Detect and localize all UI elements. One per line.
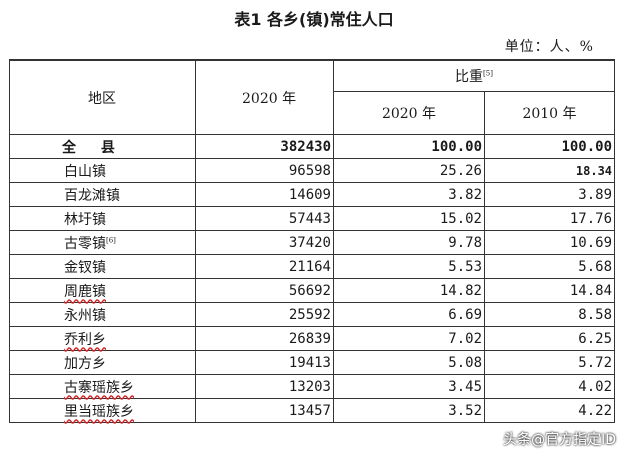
row-share2020: 15.02 bbox=[333, 206, 485, 231]
header-pop2020: 2020 年 bbox=[195, 59, 334, 135]
row-region: 古寨瑶族乡 bbox=[64, 379, 134, 396]
row-share2020: 3.82 bbox=[333, 182, 485, 207]
table-row: 周鹿镇 56692 14.82 14.84 bbox=[9, 278, 616, 303]
row-pop: 382430 bbox=[195, 134, 334, 159]
row-share2010: 8.58 bbox=[483, 302, 616, 327]
row-share2010: 6.25 bbox=[483, 326, 616, 351]
watermark: 头条@官方指定ID bbox=[503, 432, 616, 448]
row-region: 永州镇 bbox=[9, 302, 196, 327]
row-share2020: 6.69 bbox=[333, 302, 485, 327]
header-share: 比重[5] bbox=[332, 59, 616, 92]
row-share2010: 5.72 bbox=[483, 350, 616, 375]
row-note: [6] bbox=[106, 235, 116, 244]
table-row: 古零镇[6] 37420 9.78 10.69 bbox=[9, 230, 616, 255]
row-pop: 37420 bbox=[195, 230, 334, 255]
row-pop: 13457 bbox=[195, 398, 334, 423]
table-row: 全 县 382430 100.00 100.00 bbox=[9, 134, 616, 159]
row-region-cell: 古零镇[6] bbox=[9, 230, 196, 255]
row-region: 白山镇 bbox=[9, 158, 196, 183]
row-region: 加方乡 bbox=[9, 350, 196, 375]
row-pop: 13203 bbox=[195, 374, 334, 399]
header-share2010: 2010 年 bbox=[483, 91, 616, 135]
row-share2020: 5.53 bbox=[333, 254, 485, 279]
row-region: 全 县 bbox=[9, 134, 196, 159]
table-row: 金钗镇 21164 5.53 5.68 bbox=[9, 254, 616, 279]
row-share2010: 10.69 bbox=[483, 230, 616, 255]
row-pop: 57443 bbox=[195, 206, 334, 231]
row-region: 周鹿镇 bbox=[64, 283, 106, 300]
row-share2010: 5.68 bbox=[483, 254, 616, 279]
table-row: 加方乡 19413 5.08 5.72 bbox=[9, 350, 616, 375]
row-region-cell: 周鹿镇 bbox=[9, 278, 196, 303]
row-pop: 19413 bbox=[195, 350, 334, 375]
row-region: 古零镇 bbox=[64, 235, 106, 252]
row-pop: 21164 bbox=[195, 254, 334, 279]
row-pop: 96598 bbox=[195, 158, 334, 183]
row-region: 金钗镇 bbox=[9, 254, 196, 279]
unit-label: 单位：人、% bbox=[504, 39, 594, 55]
row-share2010: 17.76 bbox=[483, 206, 616, 231]
row-share2010: 4.02 bbox=[483, 374, 616, 399]
row-share2020: 5.08 bbox=[333, 350, 485, 375]
row-region-cell: 乔利乡 bbox=[9, 326, 196, 351]
header-share-note: [5] bbox=[483, 69, 493, 78]
header-share2020: 2020 年 bbox=[333, 91, 485, 135]
row-region-cell: 里当瑶族乡 bbox=[9, 398, 196, 423]
row-share2010: 100.00 bbox=[483, 134, 616, 159]
row-share2020: 25.26 bbox=[333, 158, 485, 183]
row-pop: 25592 bbox=[195, 302, 334, 327]
row-region: 里当瑶族乡 bbox=[64, 403, 134, 420]
population-table: 地区 2020 年 比重[5] 2020 年 2010 年 全 县 382430… bbox=[9, 59, 616, 423]
row-share2010: 14.84 bbox=[483, 278, 616, 303]
table-row: 永州镇 25592 6.69 8.58 bbox=[9, 302, 616, 327]
row-share2010: 4.22 bbox=[483, 398, 616, 423]
row-pop: 14609 bbox=[195, 182, 334, 207]
table-row: 白山镇 96598 25.26 18.34 bbox=[9, 158, 616, 183]
row-pop: 56692 bbox=[195, 278, 334, 303]
table-row: 里当瑶族乡 13457 3.52 4.22 bbox=[9, 398, 616, 423]
header-share-label: 比重 bbox=[455, 69, 484, 85]
table-row: 古寨瑶族乡 13203 3.45 4.02 bbox=[9, 374, 616, 399]
row-share2010: 18.34 bbox=[483, 158, 616, 183]
row-share2020: 14.82 bbox=[333, 278, 485, 303]
row-share2020: 3.45 bbox=[333, 374, 485, 399]
row-share2020: 9.78 bbox=[333, 230, 485, 255]
table-row: 林圩镇 57443 15.02 17.76 bbox=[9, 206, 616, 231]
row-share2020: 100.00 bbox=[333, 134, 485, 159]
row-region: 百龙滩镇 bbox=[9, 182, 196, 207]
row-region: 林圩镇 bbox=[9, 206, 196, 231]
header-region: 地区 bbox=[9, 59, 196, 135]
table-row: 百龙滩镇 14609 3.82 3.89 bbox=[9, 182, 616, 207]
row-region: 乔利乡 bbox=[64, 331, 106, 348]
row-share2010: 3.89 bbox=[483, 182, 616, 207]
table-title: 表1 各乡(镇)常住人口 bbox=[234, 10, 394, 29]
row-share2020: 7.02 bbox=[333, 326, 485, 351]
row-share2020: 3.52 bbox=[333, 398, 485, 423]
table-row: 乔利乡 26839 7.02 6.25 bbox=[9, 326, 616, 351]
row-pop: 26839 bbox=[195, 326, 334, 351]
row-region-cell: 古寨瑶族乡 bbox=[9, 374, 196, 399]
